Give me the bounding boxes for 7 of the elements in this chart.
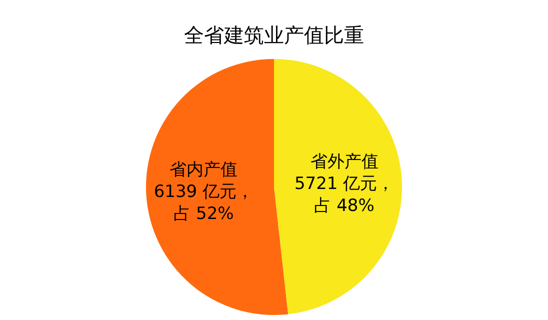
data-label: 6139 亿元，占 52% (154, 182, 254, 224)
pie-slice (274, 59, 402, 314)
chart-title: 全省建筑业产值比重 (184, 23, 364, 47)
data-label: 5721 亿元，占 48% (294, 174, 394, 216)
slice-label: 省内产值 (170, 160, 238, 180)
slice-label: 省外产值 (310, 152, 378, 172)
pie-slice (146, 59, 288, 315)
